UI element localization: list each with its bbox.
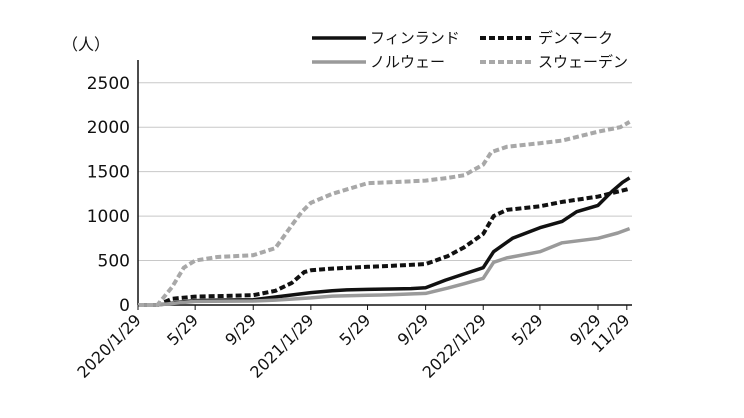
x-tick-label: 5/29 <box>163 310 202 349</box>
series-line-2 <box>138 226 631 307</box>
x-tick-label: 5/29 <box>336 310 375 349</box>
x-tick-label: 9/29 <box>221 310 260 349</box>
x-tick-label: 5/29 <box>508 310 547 349</box>
axes <box>137 60 632 306</box>
series-line-1 <box>138 186 631 307</box>
legend-label-0: フィンランド <box>370 29 460 47</box>
y-tick-label: 500 <box>98 252 130 272</box>
y-unit-label: （人） <box>62 35 110 54</box>
series-layer <box>138 120 631 307</box>
y-tick-label: 1500 <box>87 163 130 183</box>
x-tick-label: 9/29 <box>394 310 433 349</box>
y-tick-label: 2500 <box>87 74 130 94</box>
legend-label-1: デンマーク <box>538 29 613 47</box>
y-tick-label: 1000 <box>87 207 130 227</box>
legend-label-3: スウェーデン <box>538 53 628 71</box>
series-line-0 <box>138 176 631 307</box>
series-line-3 <box>138 120 631 307</box>
x-tick-label: 2020/1/29 <box>73 310 144 381</box>
y-tick-label: 2000 <box>87 118 130 138</box>
y-tick-label: 0 <box>119 296 130 316</box>
y-tick-labels: 0 500 1000 1500 2000 2500 <box>87 74 130 316</box>
legend-label-2: ノルウェー <box>370 53 445 71</box>
gridlines <box>138 82 632 262</box>
